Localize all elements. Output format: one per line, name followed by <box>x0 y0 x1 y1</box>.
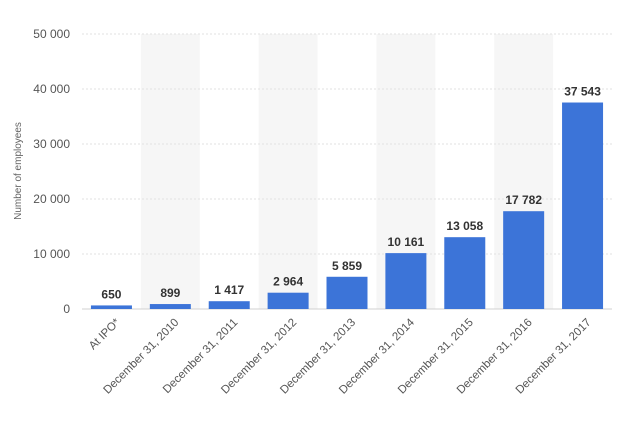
data-label: 10 161 <box>388 235 425 249</box>
bar <box>562 102 604 310</box>
y-tick-label: 30 000 <box>33 137 70 151</box>
data-label: 5 859 <box>332 259 362 273</box>
y-tick-label: 20 000 <box>33 192 70 206</box>
bar <box>385 253 427 309</box>
bar <box>503 211 545 309</box>
y-tick-label: 50 000 <box>33 27 70 41</box>
y-axis-ticks: 0 10 000 20 000 30 000 40 000 50 000 <box>33 27 70 316</box>
data-label: 17 782 <box>505 193 542 207</box>
y-tick-label: 40 000 <box>33 82 70 96</box>
y-tick-label: 10 000 <box>33 247 70 261</box>
data-label: 1 417 <box>214 283 244 297</box>
bars <box>90 102 604 310</box>
bar <box>444 237 486 309</box>
x-tick-label: At IPO* <box>87 316 123 352</box>
data-labels: 650 899 1 417 2 964 5 859 10 161 13 058 17 782 3… <box>101 85 601 302</box>
band <box>258 34 318 309</box>
bar <box>208 301 250 309</box>
y-axis-title: Number of employees <box>13 122 24 220</box>
data-label: 2 964 <box>273 275 303 289</box>
data-label: 37 543 <box>564 85 601 99</box>
data-label: 650 <box>101 287 121 301</box>
data-label: 899 <box>160 286 180 300</box>
band <box>140 34 200 309</box>
bar <box>326 276 368 309</box>
y-tick-label: 0 <box>63 302 70 316</box>
bar <box>149 304 191 309</box>
bar <box>90 305 132 309</box>
bar <box>267 292 309 309</box>
data-label: 13 058 <box>446 219 483 233</box>
